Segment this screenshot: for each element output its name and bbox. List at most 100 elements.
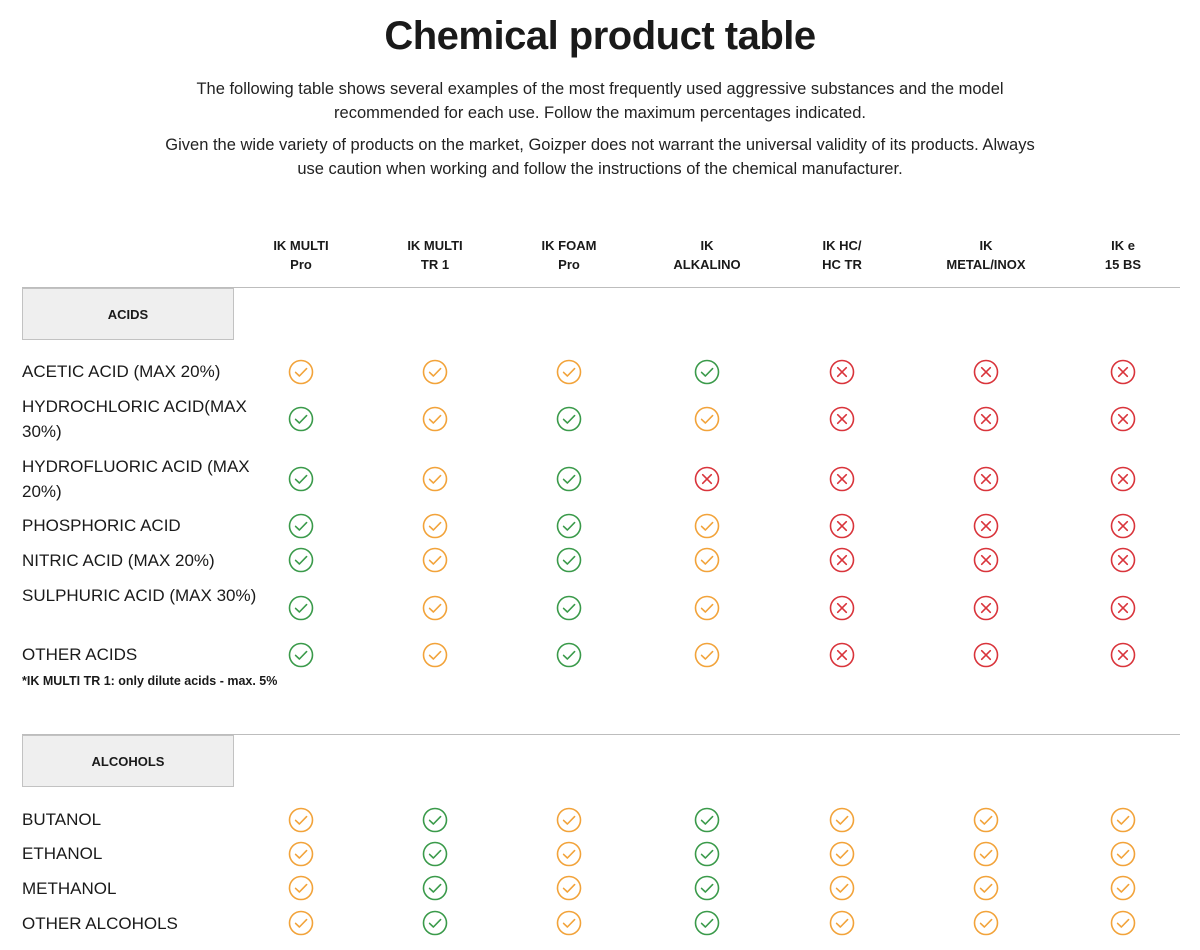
green-check-circle-icon (556, 513, 582, 539)
table-divider (22, 734, 1180, 735)
row-label: SULPHURIC ACID (MAX 30%) (22, 586, 257, 605)
green-check-circle-icon (288, 642, 314, 668)
orange-check-circle-icon (1110, 875, 1136, 901)
orange-check-circle-icon (973, 841, 999, 867)
table-divider (22, 287, 1180, 288)
green-check-circle-icon (694, 807, 720, 833)
intro-paragraph: The following table shows several exampl… (196, 80, 1004, 122)
orange-check-circle-icon (288, 359, 314, 385)
green-check-circle-icon (288, 547, 314, 573)
orange-check-circle-icon (829, 807, 855, 833)
green-check-circle-icon (694, 359, 720, 385)
orange-check-circle-icon (556, 910, 582, 936)
orange-check-circle-icon (288, 910, 314, 936)
orange-check-circle-icon (694, 547, 720, 573)
row-label: OTHER ACIDS (22, 645, 138, 664)
red-x-circle-icon (1110, 595, 1136, 621)
column-header-line: Pro (290, 257, 312, 272)
red-x-circle-icon (973, 642, 999, 668)
orange-check-circle-icon (288, 875, 314, 901)
red-x-circle-icon (829, 359, 855, 385)
red-x-circle-icon (829, 513, 855, 539)
disclaimer-paragraph: Given the wide variety of products on th… (165, 136, 1035, 178)
green-check-circle-icon (694, 910, 720, 936)
green-check-circle-icon (422, 910, 448, 936)
orange-check-circle-icon (973, 875, 999, 901)
orange-check-circle-icon (422, 595, 448, 621)
acids-footnote: *IK MULTI TR 1: only dilute acids - max.… (22, 674, 278, 688)
orange-check-circle-icon (422, 642, 448, 668)
green-check-circle-icon (694, 841, 720, 867)
section-header-acids: ACIDS (22, 288, 234, 340)
red-x-circle-icon (829, 466, 855, 492)
red-x-circle-icon (1110, 359, 1136, 385)
column-header: IK ALKALINO (642, 236, 772, 274)
column-header: IK METAL/INOX (921, 236, 1051, 274)
red-x-circle-icon (973, 547, 999, 573)
row-label: OTHER ALCOHOLS (22, 914, 178, 933)
green-check-circle-icon (288, 513, 314, 539)
orange-check-circle-icon (556, 807, 582, 833)
green-check-circle-icon (422, 841, 448, 867)
column-header-line: METAL/INOX (946, 257, 1026, 272)
red-x-circle-icon (1110, 642, 1136, 668)
column-header: IK FOAM Pro (504, 236, 634, 274)
green-check-circle-icon (288, 595, 314, 621)
green-check-circle-icon (288, 406, 314, 432)
orange-check-circle-icon (694, 513, 720, 539)
row-label: BUTANOL (22, 810, 102, 829)
row-label: ACETIC ACID (MAX 20%) (22, 362, 221, 381)
orange-check-circle-icon (556, 359, 582, 385)
orange-check-circle-icon (1110, 910, 1136, 936)
green-check-circle-icon (694, 875, 720, 901)
row-label: NITRIC ACID (MAX 20%) (22, 551, 215, 570)
orange-check-circle-icon (694, 595, 720, 621)
orange-check-circle-icon (829, 841, 855, 867)
column-header-line: HC TR (822, 257, 862, 272)
green-check-circle-icon (288, 466, 314, 492)
green-check-circle-icon (556, 547, 582, 573)
red-x-circle-icon (694, 466, 720, 492)
orange-check-circle-icon (422, 406, 448, 432)
page-title: Chemical product table (384, 14, 816, 58)
orange-check-circle-icon (1110, 841, 1136, 867)
orange-check-circle-icon (422, 547, 448, 573)
column-header: IK MULTI Pro (236, 236, 366, 274)
green-check-circle-icon (556, 466, 582, 492)
column-header-line: ALKALINO (673, 257, 741, 272)
green-check-circle-icon (556, 595, 582, 621)
column-header-line: IK FOAM (541, 238, 597, 253)
column-header-line: IK MULTI (407, 238, 463, 253)
orange-check-circle-icon (973, 807, 999, 833)
orange-check-circle-icon (422, 513, 448, 539)
red-x-circle-icon (973, 406, 999, 432)
row-label: HYDROFLUORIC ACID (MAX 20%) (22, 457, 250, 501)
orange-check-circle-icon (422, 359, 448, 385)
column-header-line: IK (700, 238, 714, 253)
orange-check-circle-icon (829, 910, 855, 936)
column-header-line: IK HC/ (822, 238, 862, 253)
red-x-circle-icon (1110, 547, 1136, 573)
orange-check-circle-icon (694, 406, 720, 432)
column-header-line: IK (979, 238, 993, 253)
column-header-line: TR 1 (420, 257, 450, 272)
orange-check-circle-icon (288, 807, 314, 833)
column-header-line: IK MULTI (273, 238, 329, 253)
red-x-circle-icon (1110, 406, 1136, 432)
red-x-circle-icon (1110, 466, 1136, 492)
orange-check-circle-icon (556, 841, 582, 867)
red-x-circle-icon (829, 406, 855, 432)
column-header-line: Pro (558, 257, 580, 272)
orange-check-circle-icon (288, 841, 314, 867)
row-label: ETHANOL (22, 844, 103, 863)
column-header: IK MULTI TR 1 (370, 236, 500, 274)
green-check-circle-icon (422, 807, 448, 833)
orange-check-circle-icon (422, 466, 448, 492)
column-header-line: IK e (1111, 238, 1135, 253)
column-header-line: 15 BS (1104, 257, 1142, 272)
red-x-circle-icon (973, 466, 999, 492)
row-label: METHANOL (22, 879, 117, 898)
row-label: PHOSPHORIC ACID (22, 516, 181, 535)
row-label: HYDROCHLORIC ACID(MAX 30%) (22, 397, 247, 441)
red-x-circle-icon (829, 642, 855, 668)
